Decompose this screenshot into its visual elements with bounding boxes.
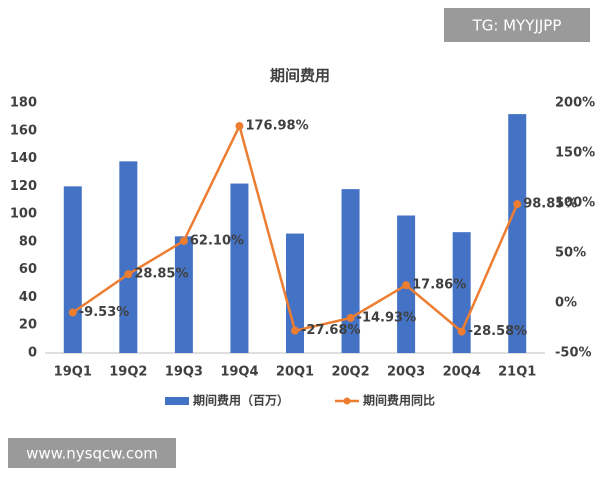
bar [119, 161, 138, 353]
data-label: -9.53% [79, 305, 129, 320]
x-tick-label: 19Q1 [54, 365, 92, 380]
y2-tick-label: -50% [555, 346, 592, 361]
x-tick-label: 19Q2 [109, 365, 147, 380]
x-tick-label: 20Q1 [276, 365, 314, 380]
y2-tick-label: 50% [555, 246, 586, 261]
bar [341, 189, 360, 353]
legend-label: 期间费用（百万） [193, 393, 289, 408]
legend-swatch [343, 397, 351, 405]
line-marker [402, 281, 411, 290]
bar [508, 114, 527, 353]
y-tick-label: 60 [19, 262, 37, 277]
y-tick-label: 80 [19, 234, 37, 249]
legend-swatch [165, 397, 189, 405]
x-tick-label: 20Q2 [331, 365, 369, 380]
x-tick-label: 19Q3 [165, 365, 203, 380]
bar [174, 236, 193, 353]
data-label: 17.86% [412, 278, 466, 293]
legend-label: 期间费用同比 [363, 393, 435, 408]
watermark-box [444, 8, 590, 42]
x-tick-label: 20Q3 [387, 365, 425, 380]
watermark-box [8, 438, 176, 468]
line-marker [457, 327, 466, 336]
data-label: 98.85% [523, 197, 577, 212]
watermark: www.nysqcw.com [26, 445, 158, 463]
watermark: TG: MYYJJPP [472, 17, 562, 35]
y2-tick-label: 0% [555, 296, 577, 311]
y-tick-label: 40 [19, 290, 37, 305]
y-tick-label: 120 [10, 179, 37, 194]
line-marker [68, 308, 77, 317]
y2-tick-label: 100% [555, 196, 595, 211]
y-tick-label: 100 [10, 207, 37, 222]
x-tick-label: 21Q1 [498, 365, 536, 380]
data-label: -28.58% [468, 324, 528, 339]
bar [63, 186, 82, 353]
line-marker [124, 270, 133, 279]
data-label: 176.98% [245, 119, 308, 134]
x-tick-label: 20Q4 [443, 365, 481, 380]
data-label: -27.68% [301, 323, 361, 338]
y2-tick-label: 200% [555, 96, 595, 111]
data-label: 28.85% [134, 267, 188, 282]
line-marker [346, 313, 355, 322]
line-marker [235, 122, 244, 131]
line-marker [513, 200, 522, 209]
line-marker [179, 236, 188, 245]
y2-tick-label: 150% [555, 146, 595, 161]
y-tick-label: 180 [10, 96, 37, 111]
bar [286, 233, 304, 353]
chart-title: 期间费用 [270, 67, 330, 85]
bar [230, 183, 249, 353]
y-tick-label: 0 [28, 346, 37, 361]
y-tick-label: 140 [10, 151, 37, 166]
y-tick-label: 160 [10, 123, 37, 138]
data-label: 62.10% [190, 233, 244, 248]
data-label: -14.93% [357, 310, 417, 325]
line-marker [291, 326, 299, 335]
y-tick-label: 20 [19, 318, 37, 333]
x-tick-label: 19Q4 [220, 365, 258, 380]
